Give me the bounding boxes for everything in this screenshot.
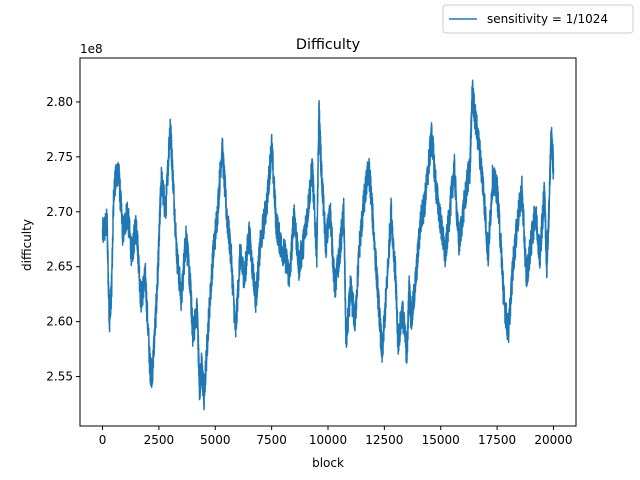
x-tick-label: 12500 (365, 433, 403, 447)
y-tick-label: 2.80 (46, 95, 73, 109)
plot-layer (101, 79, 555, 411)
y-tick-label: 2.70 (46, 205, 73, 219)
y-tick-label: 2.75 (46, 150, 73, 164)
y-tick-label: 2.60 (46, 315, 73, 329)
x-axis-label: block (312, 456, 344, 470)
legend: sensitivity = 1/1024 (442, 4, 634, 34)
x-tick-label: 0 (99, 433, 107, 447)
ticks-layer: 0 2500 5000 7500 10000 12500 15000 17500 20000 2.… (46, 95, 572, 447)
y-tick-label: 2.65 (46, 260, 73, 274)
series-line (101, 79, 555, 411)
x-tick-label: 5000 (200, 433, 231, 447)
x-tick-label: 7500 (256, 433, 287, 447)
x-tick-label: 10000 (309, 433, 347, 447)
x-tick-label: 17500 (478, 433, 516, 447)
x-tick-label: 20000 (534, 433, 572, 447)
y-axis-label: difficulty (20, 219, 34, 271)
y-offset-label: 1e8 (80, 42, 103, 56)
axes-frame (79, 57, 577, 427)
x-tick-label: 15000 (422, 433, 460, 447)
chart-title: Difficulty (296, 37, 361, 53)
legend-box (442, 4, 634, 34)
legend-entry-label: sensitivity = 1/1024 (487, 12, 608, 26)
y-tick-label: 2.55 (46, 370, 73, 384)
x-tick-label: 2500 (144, 433, 175, 447)
